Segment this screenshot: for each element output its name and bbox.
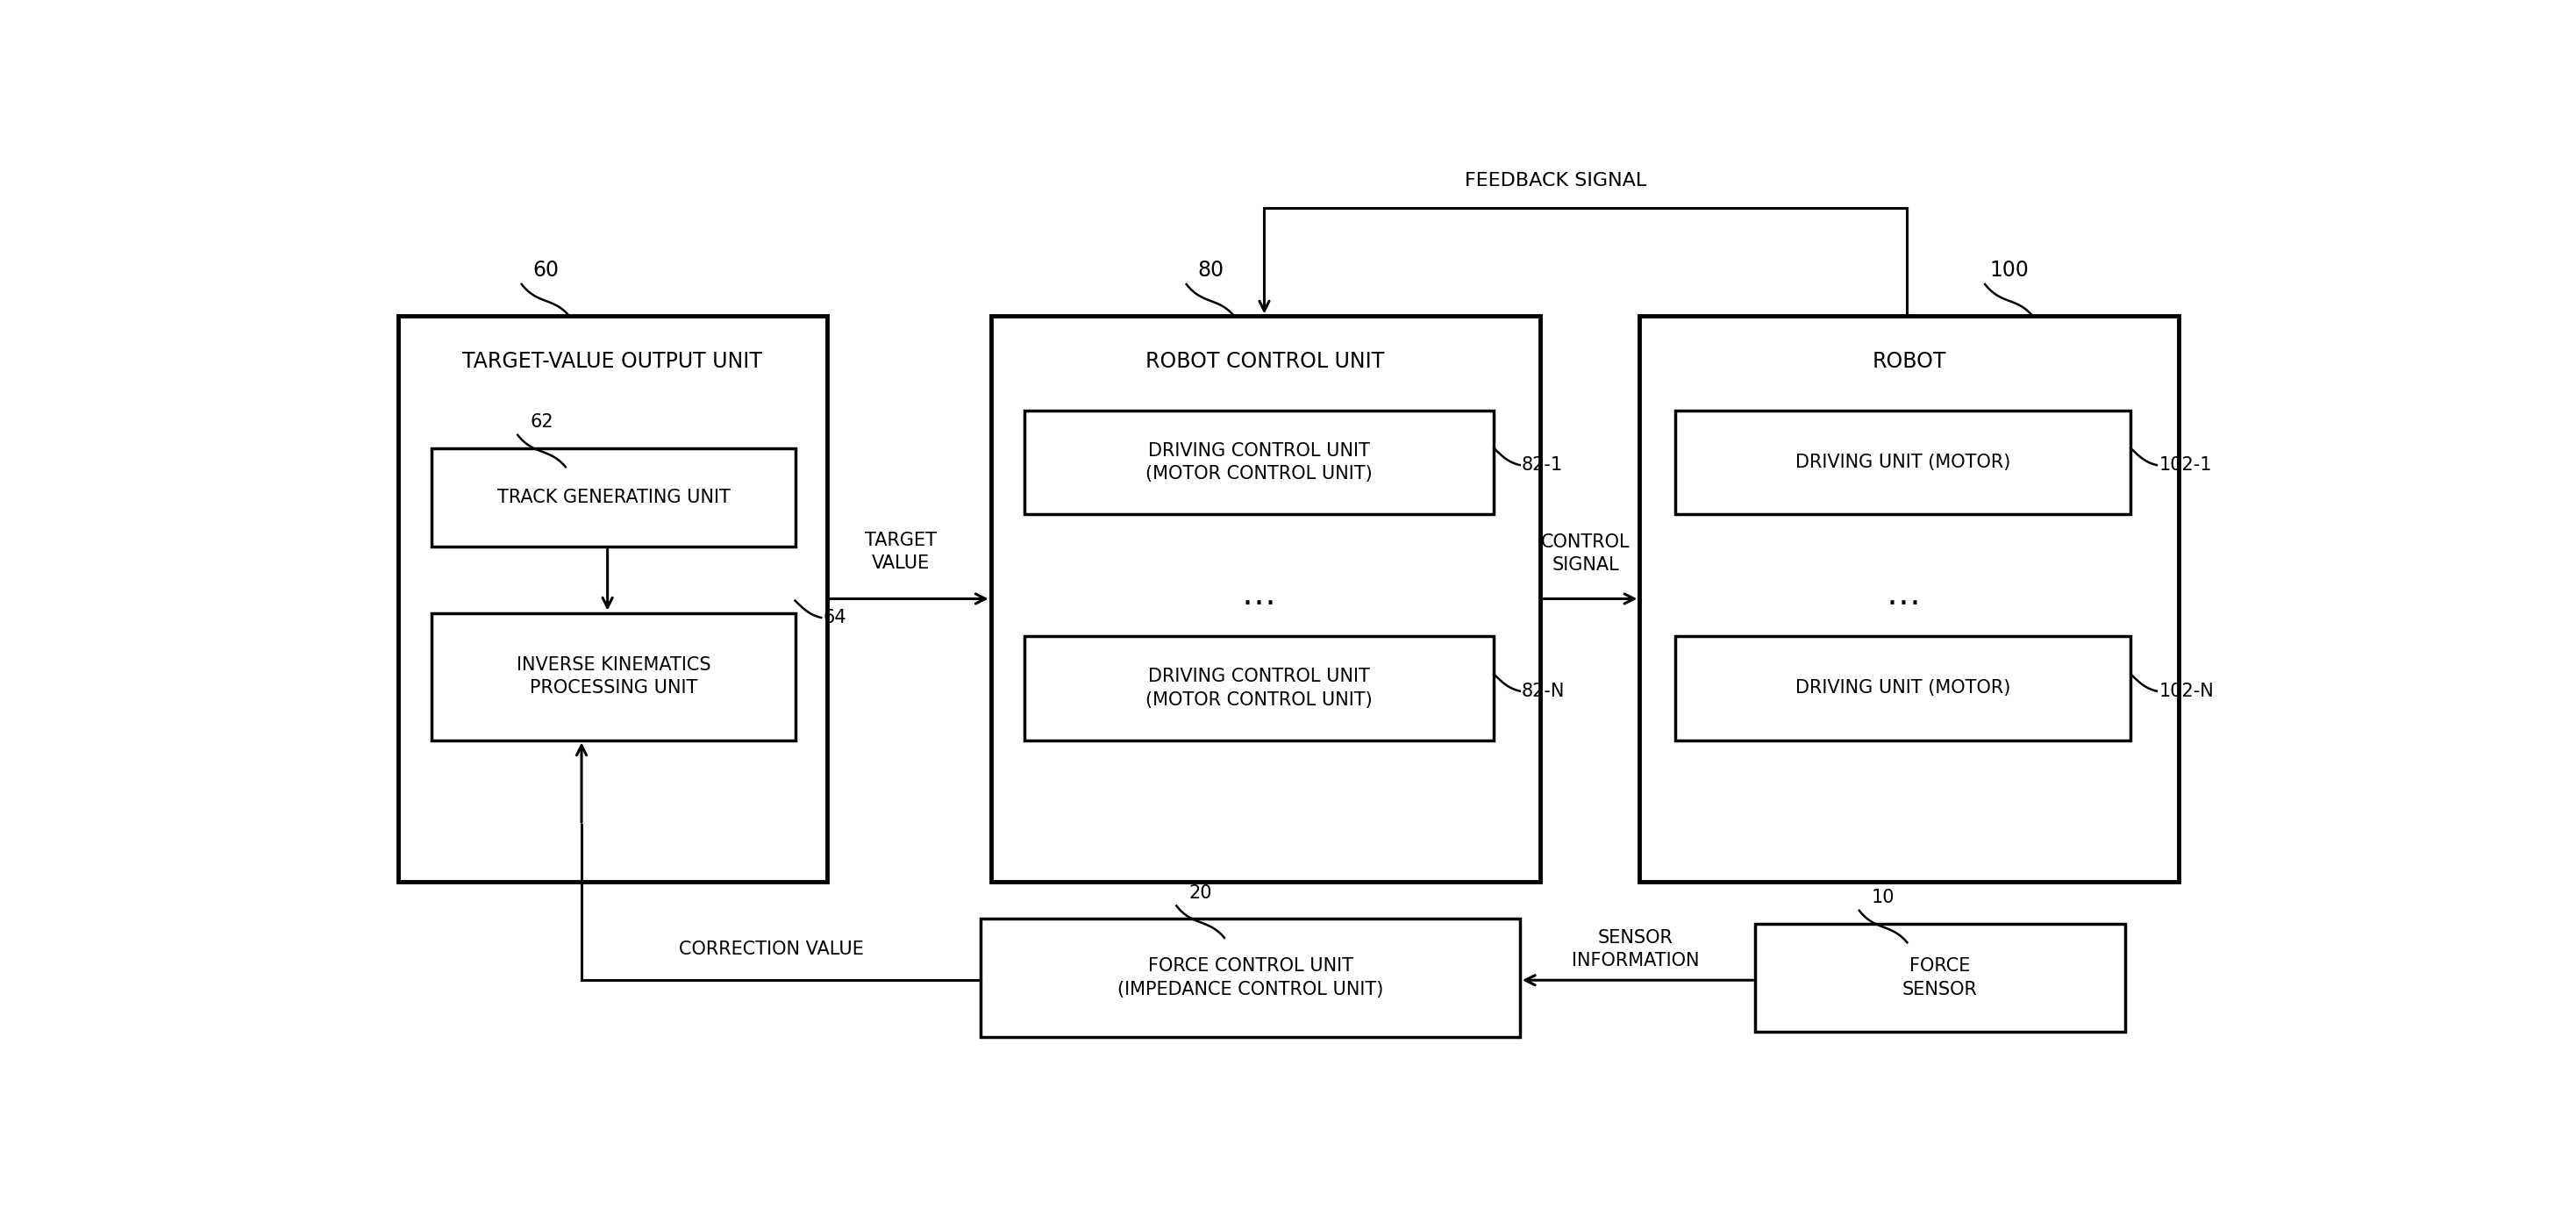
Text: SENSOR
INFORMATION: SENSOR INFORMATION: [1571, 928, 1700, 970]
Text: 102-N: 102-N: [2159, 682, 2213, 700]
Bar: [992, 317, 1540, 882]
Text: 20: 20: [1188, 884, 1213, 903]
Text: FORCE CONTROL UNIT
(IMPEDANCE CONTROL UNIT): FORCE CONTROL UNIT (IMPEDANCE CONTROL UN…: [1118, 958, 1383, 998]
Text: CONTROL
SIGNAL: CONTROL SIGNAL: [1540, 533, 1631, 574]
Bar: [1025, 411, 1494, 514]
Bar: [433, 613, 796, 740]
Text: DRIVING CONTROL UNIT
(MOTOR CONTROL UNIT): DRIVING CONTROL UNIT (MOTOR CONTROL UNIT…: [1146, 442, 1373, 483]
Bar: [433, 448, 796, 547]
Text: ⋯: ⋯: [1886, 587, 1919, 620]
Text: ⋯: ⋯: [1242, 587, 1275, 620]
Text: FEEDBACK SIGNAL: FEEDBACK SIGNAL: [1466, 172, 1646, 190]
Bar: [1674, 411, 2130, 514]
Text: CORRECTION VALUE: CORRECTION VALUE: [677, 940, 863, 958]
Bar: [1641, 317, 2179, 882]
Text: INVERSE KINEMATICS
PROCESSING UNIT: INVERSE KINEMATICS PROCESSING UNIT: [515, 656, 711, 697]
Bar: [1754, 923, 2125, 1032]
Bar: [1025, 636, 1494, 740]
Text: TARGET-VALUE OUTPUT UNIT: TARGET-VALUE OUTPUT UNIT: [464, 351, 762, 372]
Text: DRIVING UNIT (MOTOR): DRIVING UNIT (MOTOR): [1795, 680, 2012, 697]
Text: TRACK GENERATING UNIT: TRACK GENERATING UNIT: [497, 489, 729, 506]
Text: FORCE
SENSOR: FORCE SENSOR: [1904, 958, 1978, 998]
Text: DRIVING CONTROL UNIT
(MOTOR CONTROL UNIT): DRIVING CONTROL UNIT (MOTOR CONTROL UNIT…: [1146, 668, 1373, 708]
Text: ROBOT: ROBOT: [1873, 351, 1947, 372]
Text: 62: 62: [531, 413, 554, 432]
Bar: [981, 918, 1520, 1037]
Text: 80: 80: [1198, 259, 1224, 280]
Text: 82-N: 82-N: [1522, 682, 1566, 700]
Text: 60: 60: [533, 259, 559, 280]
Text: 102-1: 102-1: [2159, 456, 2213, 473]
Bar: [1674, 636, 2130, 740]
Text: 100: 100: [1989, 259, 2030, 280]
Text: TARGET
VALUE: TARGET VALUE: [866, 531, 938, 572]
Text: 10: 10: [1873, 889, 1896, 906]
Text: 64: 64: [824, 609, 848, 626]
Text: DRIVING UNIT (MOTOR): DRIVING UNIT (MOTOR): [1795, 454, 2012, 471]
Text: ROBOT CONTROL UNIT: ROBOT CONTROL UNIT: [1146, 351, 1386, 372]
Text: 82-1: 82-1: [1522, 456, 1564, 473]
Bar: [397, 317, 827, 882]
